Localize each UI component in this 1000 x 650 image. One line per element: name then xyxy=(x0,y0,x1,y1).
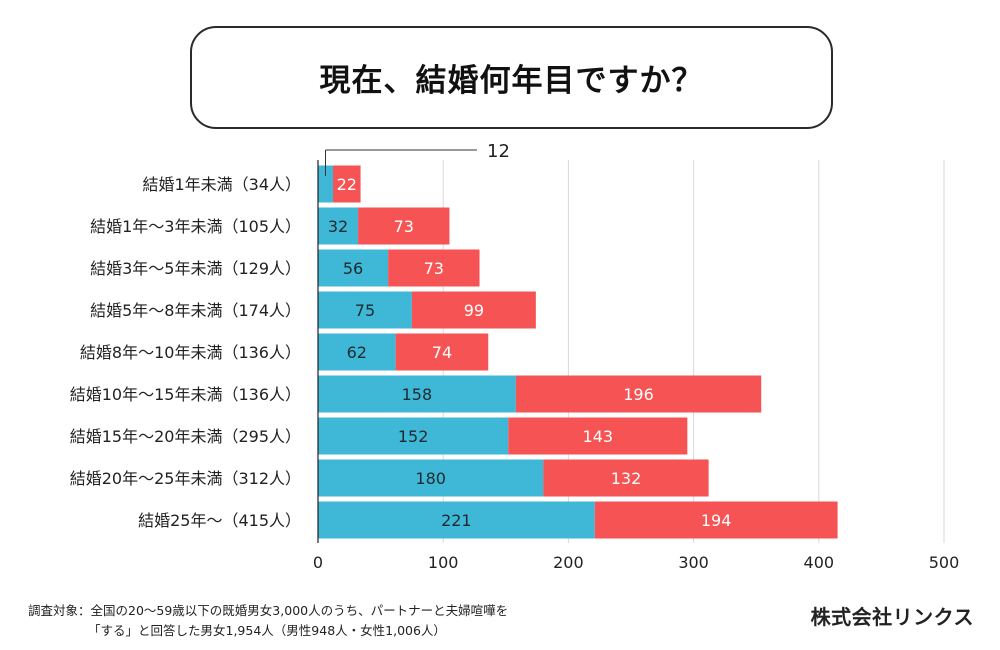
footnote: 調査対象：全国の20〜59歳以下の既婚男女3,000人のうち、パートナーと夫婦喧… xyxy=(28,601,508,641)
data-label-s1-7: 180 xyxy=(415,469,446,488)
bar-s2-8 xyxy=(594,501,838,539)
bar-s2-1 xyxy=(358,207,450,245)
data-label-s1-6: 152 xyxy=(398,427,429,446)
data-label-s2-2: 73 xyxy=(424,259,444,278)
bar-s2-3 xyxy=(411,291,536,329)
data-label-s2-4: 74 xyxy=(432,343,452,362)
category-label-7: 結婚20年～25年未満（312人） xyxy=(70,469,301,488)
data-label-s2-3: 99 xyxy=(464,301,484,320)
category-label-3: 結婚5年～8年未満（174人） xyxy=(90,301,301,320)
bar-s2-0 xyxy=(333,165,361,203)
bar-s1-3 xyxy=(318,291,412,329)
data-label-s2-1: 73 xyxy=(394,217,414,236)
data-label-s1-8: 221 xyxy=(441,511,472,530)
bar-s1-8 xyxy=(318,501,595,539)
data-label-s2-7: 132 xyxy=(611,469,642,488)
bar-s2-6 xyxy=(508,417,688,455)
data-label-s2-5: 196 xyxy=(623,385,654,404)
callout-label: 12 xyxy=(487,141,510,162)
bar-s1-0 xyxy=(318,165,334,203)
brand-name: 株式会社リンクス xyxy=(810,605,974,629)
bar-s1-4 xyxy=(318,333,396,371)
category-label-8: 結婚25年～（415人） xyxy=(138,511,301,530)
bar-s1-1 xyxy=(318,207,359,245)
category-label-0: 結婚1年未満（34人） xyxy=(142,175,301,194)
footnote-line-1: 調査対象：全国の20〜59歳以下の既婚男女3,000人のうち、パートナーと夫婦喧… xyxy=(28,603,509,618)
bar-s1-5 xyxy=(318,375,516,413)
data-label-s1-2: 56 xyxy=(343,259,363,278)
bar-s2-4 xyxy=(395,333,489,371)
data-label-s1-3: 75 xyxy=(355,301,375,320)
data-label-s2-8: 194 xyxy=(701,511,732,530)
footnote-line-2: 「する」と回答した男女1,954人（男性948人・女性1,006人） xyxy=(88,623,446,638)
x-tick-label-0: 0 xyxy=(313,553,323,572)
data-label-s2-0: 22 xyxy=(337,175,357,194)
title-box: 現在、結婚何年目ですか？ xyxy=(190,26,833,129)
category-label-5: 結婚10年～15年未満（136人） xyxy=(70,385,301,404)
bar-s1-7 xyxy=(318,459,544,497)
chart-title: 現在、結婚何年目ですか？ xyxy=(319,63,704,99)
bar-s2-5 xyxy=(515,375,762,413)
data-label-s2-6: 143 xyxy=(583,427,614,446)
x-tick-label-2: 200 xyxy=(553,553,584,572)
category-label-4: 結婚8年～10年未満（136人） xyxy=(80,343,301,362)
data-label-s1-4: 62 xyxy=(347,343,367,362)
bar-s1-6 xyxy=(318,417,509,455)
bar-s2-2 xyxy=(388,249,480,287)
category-label-2: 結婚3年～5年未満（129人） xyxy=(90,259,301,278)
data-label-s1-1: 32 xyxy=(328,217,348,236)
bar-s2-7 xyxy=(543,459,709,497)
data-label-s1-5: 158 xyxy=(402,385,433,404)
x-tick-label-1: 100 xyxy=(428,553,459,572)
bar-s1-2 xyxy=(318,249,389,287)
x-tick-label-3: 300 xyxy=(678,553,709,572)
x-tick-label-5: 500 xyxy=(929,553,960,572)
category-label-1: 結婚1年～3年未満（105人） xyxy=(90,217,301,236)
x-tick-label-4: 400 xyxy=(804,553,835,572)
category-label-6: 結婚15年～20年未満（295人） xyxy=(70,427,301,446)
